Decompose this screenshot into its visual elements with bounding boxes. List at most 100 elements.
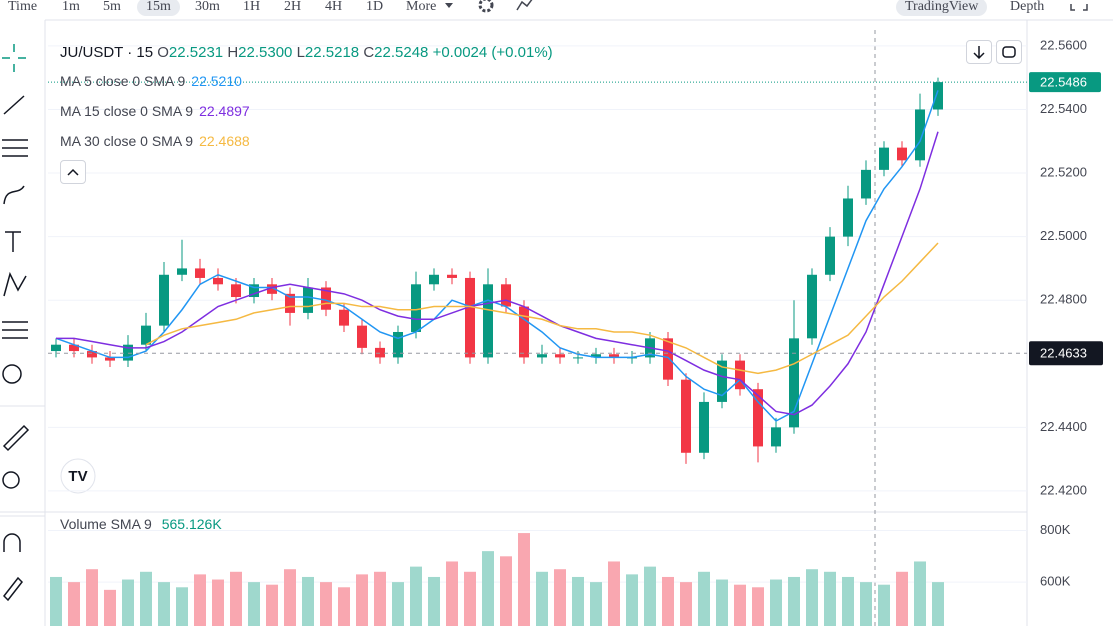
volume-bar: [860, 582, 872, 626]
candle-body: [771, 427, 781, 447]
volume-bar: [284, 569, 296, 626]
y-tick-label: 22.5600: [1040, 37, 1087, 52]
toolbar-item[interactable]: 4H: [325, 0, 343, 14]
volume-bar: [392, 582, 404, 626]
toolbar-item[interactable]: 30m: [195, 0, 220, 14]
volume-bar: [194, 574, 206, 626]
ma-line: [56, 131, 939, 416]
volume-bar: [572, 576, 584, 626]
toolbar-item[interactable]: Time: [8, 0, 38, 14]
volume-value: 565.126K: [161, 516, 222, 532]
candle-body: [195, 268, 205, 278]
view-tab[interactable]: Depth: [1010, 0, 1045, 14]
toolbar-item-active[interactable]: 15m: [137, 0, 180, 16]
toolbar-item[interactable]: 1D: [366, 0, 384, 14]
candle-body: [789, 338, 799, 428]
volume-bar: [680, 582, 692, 626]
reset-button[interactable]: [996, 40, 1022, 64]
candle-body: [51, 344, 61, 352]
trendline-tool[interactable]: [3, 95, 25, 115]
candle-body: [159, 274, 169, 326]
y-tick-label: 22.5000: [1040, 228, 1087, 243]
crosshair-label: 22.4633: [1040, 346, 1087, 361]
candle-body: [933, 82, 943, 110]
drawing-tools[interactable]: [2, 44, 30, 602]
symbol-legend: JU/USDT · 15 O22.5231 H22.5300 L22.5218 …: [60, 44, 553, 61]
zoom-tool[interactable]: [2, 471, 20, 489]
ma-legend-row: MA 30 close 0 SMA 9 22.4688: [60, 133, 250, 149]
ma-value: 22.4688: [199, 133, 250, 149]
volume-bar: [428, 576, 440, 626]
candle-body: [681, 379, 691, 453]
candle-body: [753, 389, 763, 447]
collapse-button[interactable]: [60, 160, 86, 184]
volume-bar: [518, 533, 530, 626]
candle-body: [285, 293, 295, 313]
symbol: JU/USDT · 15: [60, 44, 154, 61]
scroll-button[interactable]: [966, 40, 992, 64]
candle-body: [105, 357, 115, 361]
candle-body: [699, 401, 709, 453]
volume-bar: [806, 569, 818, 626]
volume-bar: [716, 579, 728, 626]
volume-bar: [338, 587, 350, 626]
candle-body: [735, 360, 745, 390]
volume-bar: [248, 582, 260, 626]
caret: [445, 3, 453, 8]
ohlc-value: 22.5248: [374, 44, 429, 61]
volume-bar: [266, 584, 278, 626]
candle-body: [141, 325, 151, 345]
fib-tool[interactable]: [2, 139, 28, 157]
lock-tool[interactable]: [3, 576, 23, 602]
toolbar-icons[interactable]: [477, 0, 537, 16]
candle-body: [663, 338, 673, 380]
ma-name: MA 15 close 0 SMA 9: [60, 103, 194, 119]
ma-name: MA 30 close 0 SMA 9: [60, 133, 194, 149]
toolbar-item[interactable]: More: [406, 0, 437, 14]
volume-bar: [482, 551, 494, 626]
ohlc-label: L: [296, 44, 305, 61]
volume-bar: [410, 566, 422, 626]
ma-line: [145, 242, 939, 375]
candle-body: [843, 198, 853, 237]
fullscreen-icon[interactable]: [1070, 0, 1088, 12]
toolbar-item[interactable]: 1m: [62, 0, 80, 14]
text-tool[interactable]: [5, 231, 21, 252]
volume-bar: [842, 576, 854, 626]
volume-bar: [446, 561, 458, 626]
volume-bar: [644, 566, 656, 626]
last-price-tag: [1029, 72, 1101, 93]
toolbar-item[interactable]: 5m: [103, 0, 121, 14]
view-tab-active[interactable]: TradingView: [896, 0, 988, 16]
brush-tool[interactable]: [3, 185, 25, 205]
ruler-tool[interactable]: [2, 424, 30, 452]
ohlc-value: 22.5231: [168, 44, 224, 61]
volume-title: Volume SMA 9: [60, 516, 152, 532]
y-tick-label: 22.4200: [1040, 482, 1087, 497]
volume-bar: [212, 579, 224, 626]
emoji-tool[interactable]: [2, 364, 22, 384]
volume-bar: [554, 569, 566, 626]
candle-body: [879, 147, 889, 170]
y-tick-label: 22.5200: [1040, 164, 1087, 179]
volume-bar: [770, 579, 782, 626]
candle-body: [861, 169, 871, 199]
toolbar-item[interactable]: 2H: [284, 0, 302, 14]
prediction-tool[interactable]: [2, 321, 28, 339]
ohlc-label: C: [363, 44, 375, 61]
magnet-tool[interactable]: [3, 533, 21, 552]
candle-body: [177, 268, 187, 275]
pattern-tool[interactable]: [3, 271, 27, 297]
crosshair-tool[interactable]: [2, 44, 26, 72]
volume-bar: [914, 561, 926, 626]
volume-bar: [464, 571, 476, 626]
volume-bar: [896, 571, 908, 626]
candle-body: [537, 354, 547, 358]
logo: [60, 458, 96, 494]
candle-body: [591, 354, 601, 358]
toolbar-item[interactable]: 1H: [243, 0, 261, 14]
ma-line: [55, 90, 939, 422]
volume-bar: [608, 561, 620, 626]
last-price-label: 22.5486: [1040, 75, 1087, 90]
